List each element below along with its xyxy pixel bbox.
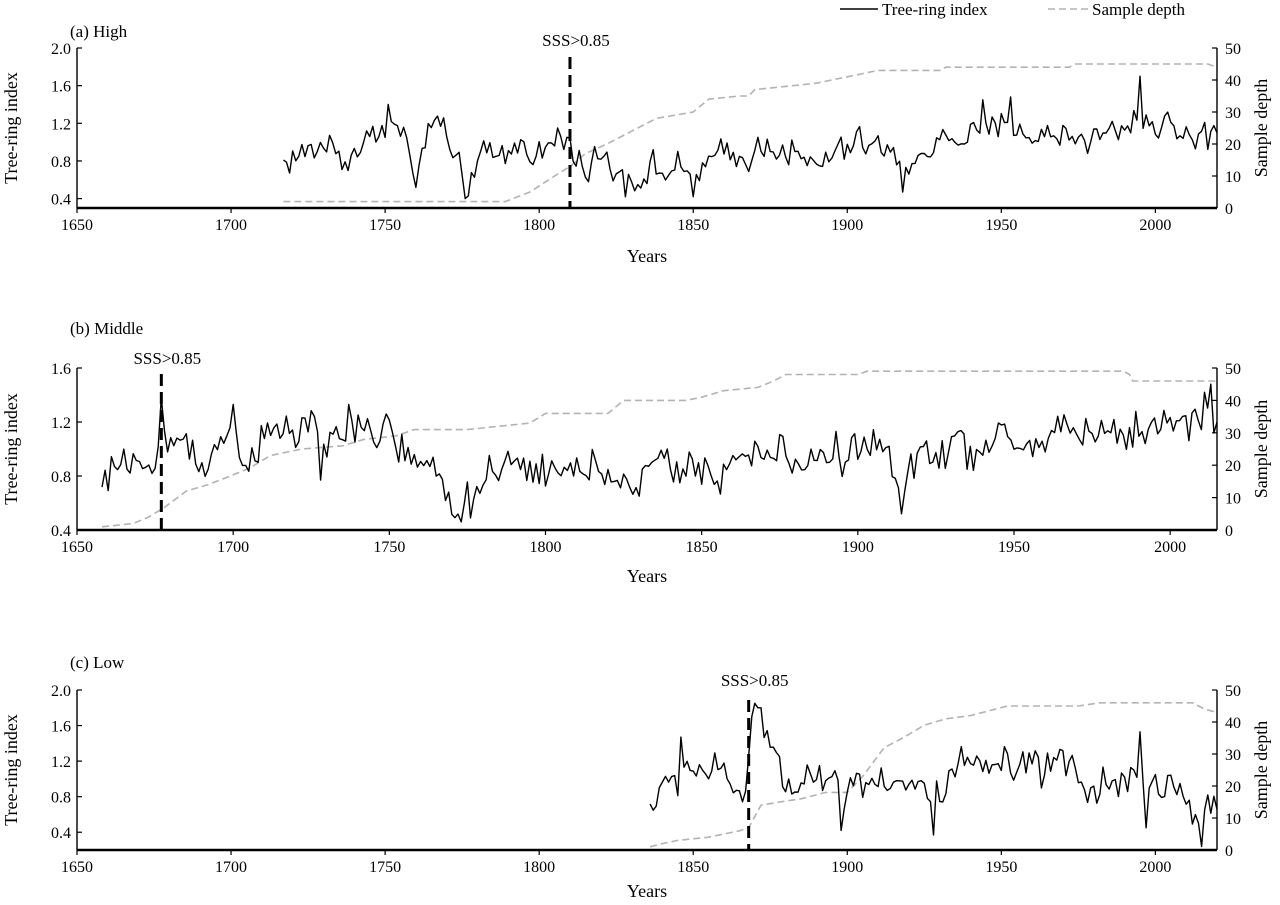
y2-tick-label: 20 bbox=[1225, 137, 1241, 154]
panel-title: (a) High bbox=[70, 22, 128, 41]
y2-tick-label: 50 bbox=[1225, 683, 1241, 700]
y-tick-label: 1.2 bbox=[51, 415, 71, 432]
x-tick-label: 1950 bbox=[985, 859, 1017, 876]
x-axis-label: Years bbox=[627, 246, 667, 266]
x-tick-label: 1750 bbox=[373, 539, 405, 556]
panel-3: (c) Low 1650 1700 1750 1800 1850 1900 1950 2000 0… bbox=[1, 653, 1271, 901]
sample-depth-series bbox=[283, 63, 1218, 203]
x-axis-label: Years bbox=[627, 881, 667, 901]
x-tick-label: 1900 bbox=[831, 217, 863, 234]
x-tick-label: 1850 bbox=[677, 859, 709, 876]
y2-tick-label: 0 bbox=[1225, 201, 1233, 218]
x-tick-label: 1700 bbox=[215, 217, 247, 234]
x-tick-label: 2000 bbox=[1139, 859, 1171, 876]
y-tick-label: 0.4 bbox=[51, 523, 71, 540]
sss-label: SSS>0.85 bbox=[721, 671, 789, 690]
x-tick-label: 2000 bbox=[1154, 539, 1186, 556]
y-axis-label: Tree-ring index bbox=[1, 393, 21, 505]
y-tick-label: 1.6 bbox=[51, 361, 71, 378]
y-axis-label: Tree-ring index bbox=[1, 714, 21, 826]
x-tick-label: 1950 bbox=[998, 539, 1030, 556]
y2-tick-label: 20 bbox=[1225, 779, 1241, 796]
tree-ring-series bbox=[649, 702, 1218, 848]
y-axis-label: Tree-ring index bbox=[1, 72, 21, 184]
y-tick-label: 0.4 bbox=[51, 825, 71, 842]
x-tick-label: 1800 bbox=[529, 539, 561, 556]
sample-depth-series bbox=[649, 702, 1218, 848]
x-tick-label: 1700 bbox=[217, 539, 249, 556]
y-tick-label: 0.8 bbox=[51, 790, 71, 807]
tree-ring-series bbox=[101, 383, 1218, 523]
sample-depth-series bbox=[101, 370, 1217, 528]
y2-tick-label: 10 bbox=[1225, 811, 1241, 828]
y2-tick-label: 40 bbox=[1225, 393, 1241, 410]
y2-tick-label: 10 bbox=[1225, 491, 1241, 508]
y-tick-label: 1.6 bbox=[51, 79, 71, 96]
x-tick-label: 1650 bbox=[61, 859, 93, 876]
y2-tick-label: 0 bbox=[1225, 523, 1233, 540]
x-tick-label: 1700 bbox=[215, 859, 247, 876]
x-tick-label: 1900 bbox=[831, 859, 863, 876]
panel-title: (b) Middle bbox=[70, 319, 143, 338]
panel-title: (c) Low bbox=[70, 653, 125, 672]
x-tick-label: 1750 bbox=[369, 217, 401, 234]
y2-tick-label: 30 bbox=[1225, 747, 1241, 764]
y-tick-label: 0.8 bbox=[51, 469, 71, 486]
x-tick-label: 2000 bbox=[1139, 217, 1171, 234]
y2-tick-label: 40 bbox=[1225, 715, 1241, 732]
legend: Tree-ring index Sample depth bbox=[840, 0, 1186, 19]
x-tick-label: 1950 bbox=[985, 217, 1017, 234]
x-axis-label: Years bbox=[627, 566, 667, 586]
y2-tick-label: 30 bbox=[1225, 426, 1241, 443]
tree-ring-series bbox=[283, 75, 1218, 200]
legend-ring-label: Tree-ring index bbox=[882, 0, 988, 19]
y2-tick-label: 40 bbox=[1225, 73, 1241, 90]
x-tick-label: 1750 bbox=[369, 859, 401, 876]
y-tick-label: 1.2 bbox=[51, 754, 71, 771]
y2-tick-label: 50 bbox=[1225, 41, 1241, 58]
y2-tick-label: 10 bbox=[1225, 169, 1241, 186]
legend-depth-label: Sample depth bbox=[1092, 0, 1186, 19]
sss-label: SSS>0.85 bbox=[133, 349, 201, 368]
y-tick-label: 2.0 bbox=[51, 41, 71, 58]
panel-2: (b) Middle 1650 1700 1750 1800 1850 1900 1950 20… bbox=[1, 319, 1271, 586]
y2-axis-label: Sample depth bbox=[1251, 400, 1271, 498]
y2-axis-label: Sample depth bbox=[1251, 721, 1271, 819]
y-tick-label: 1.6 bbox=[51, 719, 71, 736]
x-tick-label: 1650 bbox=[61, 539, 93, 556]
x-tick-label: 1900 bbox=[842, 539, 874, 556]
x-tick-label: 1800 bbox=[523, 859, 555, 876]
y-tick-label: 1.2 bbox=[51, 116, 71, 133]
y2-tick-label: 0 bbox=[1225, 843, 1233, 860]
y2-tick-label: 50 bbox=[1225, 361, 1241, 378]
y-tick-label: 0.8 bbox=[51, 154, 71, 171]
y2-tick-label: 30 bbox=[1225, 105, 1241, 122]
y-tick-label: 2.0 bbox=[51, 683, 71, 700]
x-tick-label: 1850 bbox=[686, 539, 718, 556]
x-tick-label: 1650 bbox=[61, 217, 93, 234]
y2-axis-label: Sample depth bbox=[1251, 79, 1271, 177]
x-tick-label: 1850 bbox=[677, 217, 709, 234]
y-tick-label: 0.4 bbox=[51, 192, 71, 209]
y2-tick-label: 20 bbox=[1225, 458, 1241, 475]
x-tick-label: 1800 bbox=[523, 217, 555, 234]
sss-label: SSS>0.85 bbox=[542, 31, 610, 50]
